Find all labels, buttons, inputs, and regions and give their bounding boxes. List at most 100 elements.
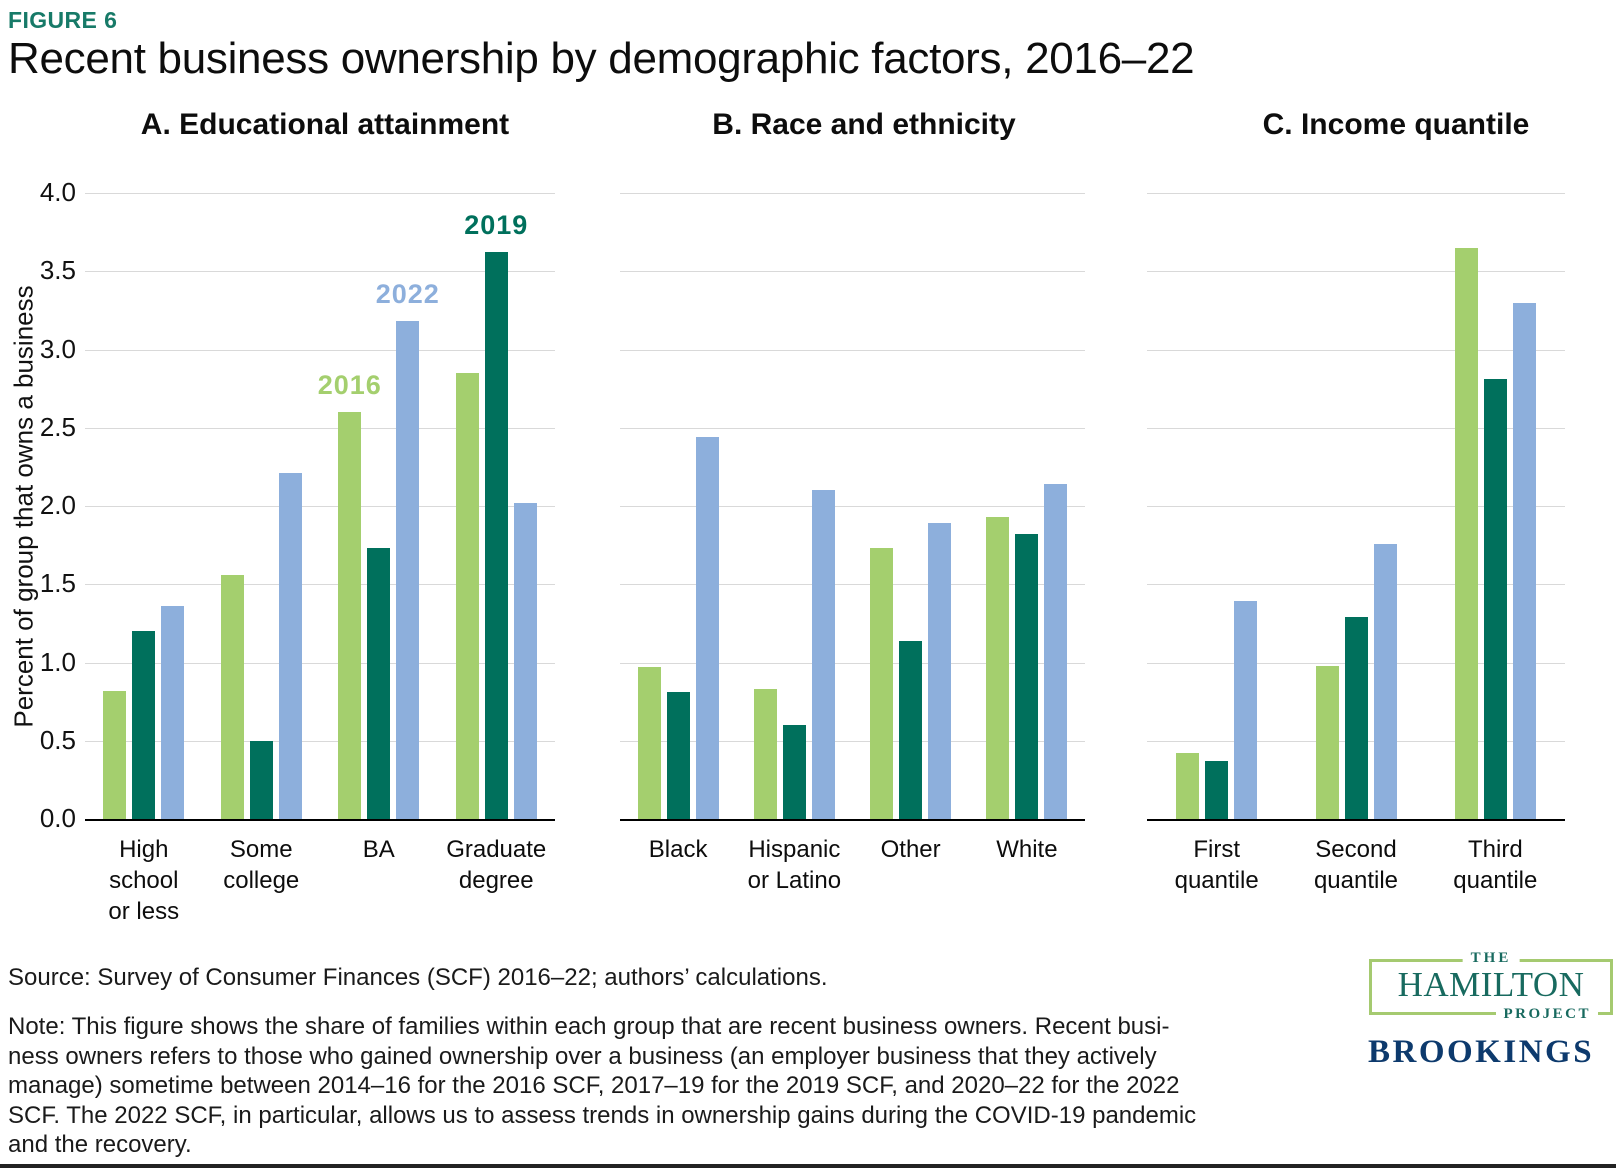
x-axis-label-line: Black [648,836,708,863]
gridline [620,506,1085,507]
bar-2016-ba [338,412,362,819]
source-text: Source: Survey of Consumer Finances (SCF… [8,964,828,991]
x-axis-label-line: degree [458,867,534,894]
bar-2016-white [986,516,1010,819]
bar-2022-hispanic-or-latino [811,490,835,819]
gridline [620,349,1085,351]
bottom-border-rule [0,1164,1616,1168]
panel-b-title: B. Race and ethnicity [712,108,1016,141]
gridline [1147,427,1565,429]
hamilton-logo-the: THE [1462,950,1520,967]
y-tick-label: 3.5 [39,255,76,286]
gridline [620,662,1085,664]
x-axis-label-first-quantile: First quantile [1137,834,1297,896]
y-tick-label: 2.5 [39,411,76,442]
bar-2016-first-quantile [1176,753,1200,819]
gridline [1147,271,1565,273]
gridline [85,740,555,742]
bar-2019-high-school-or-less [132,631,156,819]
bar-2016-high-school-or-less [103,690,127,819]
bar-2022-first-quantile [1234,601,1258,819]
bar-2019-second-quantile [1344,617,1368,819]
y-tick-label: 2.0 [39,490,76,520]
x-axis-line [1147,819,1565,821]
gridline [85,584,555,586]
gridline [85,662,555,664]
bar-2019-first-quantile [1205,761,1229,819]
bar-2022-third-quantile [1512,302,1536,819]
note-line: ness owners refers to those who gained o… [8,1042,1157,1070]
bar-2022-second-quantile [1373,543,1397,819]
gridline [1147,584,1565,586]
x-axis-label-line: Hispanic [748,836,841,863]
x-axis-label-line: First [1193,836,1240,863]
gridline [85,193,555,194]
page-title: Recent business ownership by demographic… [8,34,1195,83]
x-axis-label-line: High [119,836,169,863]
x-axis-label-line: Graduate [446,836,547,863]
x-axis-label-line: quantile [1453,867,1538,894]
note-line: and the recovery. [8,1131,192,1159]
bar-2016-third-quantile [1454,247,1478,819]
bar-2016-other [870,548,894,819]
y-tick-label: 1.5 [39,568,76,599]
bar-2022-high-school-or-less [161,606,185,819]
bar-2019-third-quantile [1483,379,1507,819]
x-axis-label-line: quantile [1174,867,1259,894]
bar-2019-graduate-degree [484,252,508,819]
gridline [620,271,1085,273]
bar-2019-white [1015,534,1039,819]
x-axis-label-line: school [109,867,179,894]
bar-2016-black [637,667,661,819]
y-tick-label: 4.0 [39,177,76,207]
gridline [1147,506,1565,507]
y-tick-label: 1.0 [39,646,76,677]
x-axis-label-high-school-or-less: High school or less [64,834,224,927]
x-axis-label-second-quantile: Second quantile [1276,834,1436,896]
figure-label: FIGURE 6 [8,7,118,33]
x-axis-label-line: BA [362,836,395,863]
x-axis-label-line: White [996,836,1058,863]
y-tick-label: 0.5 [39,724,76,755]
series-label-2022: 2022 [375,279,440,310]
bar-2019-hispanic-or-latino [782,725,806,819]
note-line: manage) sometime between 2014–16 for the… [8,1072,1180,1100]
x-axis-label-line: Other [880,836,941,863]
series-label-2016: 2016 [317,370,382,401]
x-axis-label-line: college [223,867,300,894]
bar-2016-graduate-degree [455,372,479,819]
x-axis-label-line: Third [1467,836,1523,863]
bar-2022-black [695,437,719,819]
x-axis-label-graduate-degree: Graduate degree [416,834,576,896]
x-axis-line [85,819,555,821]
x-axis-line [620,819,1085,821]
gridline [1147,193,1565,194]
bar-2019-black [666,692,690,819]
y-tick-label: 0.0 [39,803,76,833]
note-line: Note: This figure shows the share of fam… [8,1013,1170,1040]
hamilton-logo-project: PROJECT [1496,1006,1598,1023]
hamilton-project-logo: THE HAMILTON PROJECT [1369,950,1613,1023]
bar-2022-ba [396,321,420,819]
x-axis-label-ba: BA [299,834,459,865]
gridline [85,427,555,429]
x-axis-label-line: or Latino [747,867,842,894]
brookings-logo: BROOKINGS [1368,1034,1595,1070]
bar-2019-other [899,640,923,819]
y-tick-label: 3.0 [39,333,76,364]
panel-c-title: C. Income quantile [1262,108,1530,141]
x-axis-label-line: or less [108,898,180,925]
bar-2019-some-college [249,740,273,819]
bar-2022-graduate-degree [513,502,537,819]
gridline [620,427,1085,429]
x-axis-label-some-college: Some college [181,834,341,896]
x-axis-label-line: quantile [1313,867,1399,894]
series-label-2019: 2019 [464,210,529,241]
gridline [85,271,555,273]
gridline [1147,349,1565,351]
bar-2019-ba [367,548,391,819]
note-text: Note: This figure shows the share of fam… [8,1012,1196,1160]
x-axis-label-white: White [947,834,1107,865]
gridline [85,349,555,351]
